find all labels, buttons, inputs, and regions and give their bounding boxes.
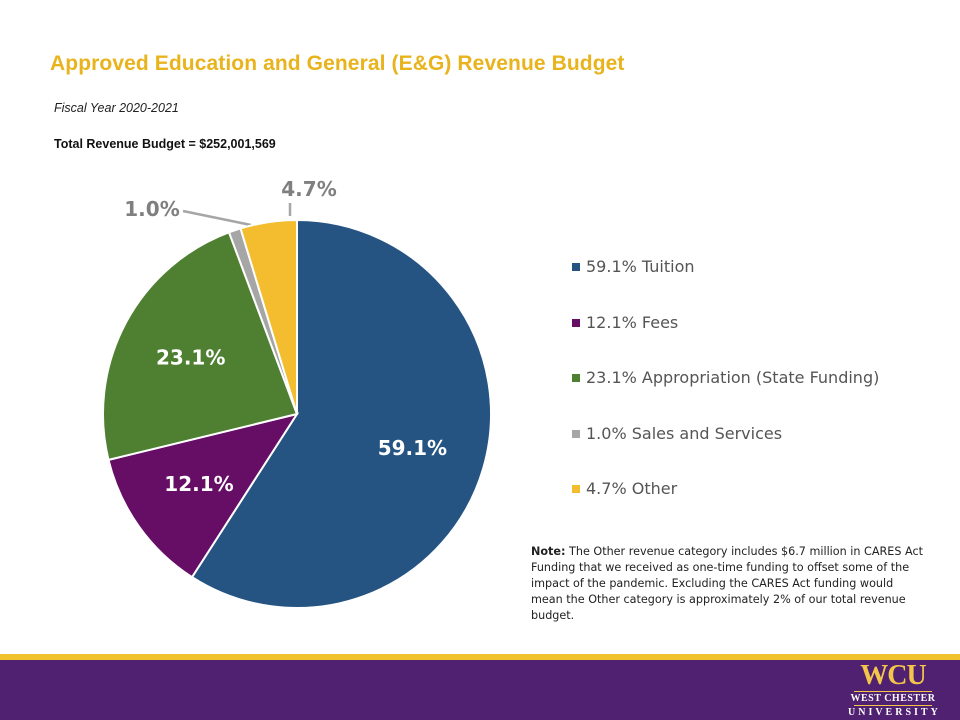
data-label-sales-services: 1.0% [124, 197, 179, 221]
leader-line-sales-services [182, 209, 252, 227]
pie-slice-other [239, 218, 298, 415]
legend-label-appropriation: 23.1% Appropriation (State Funding) [586, 368, 880, 387]
logo-rule-2 [854, 705, 932, 706]
legend-label-tuition: 59.1% Tuition [586, 257, 695, 276]
legend-swatch-sales-services [572, 429, 580, 438]
pie-slice-tuition [190, 218, 492, 609]
note-text: Note: The Other revenue category include… [531, 544, 926, 624]
legend-label-fees: 12.1% Fees [586, 312, 679, 332]
note-label: Note: [531, 545, 566, 558]
legend-swatch-fees [572, 318, 580, 327]
chart-legend: 59.1% Tuition 12.1% Fees 23.1% Appropriati… [572, 257, 879, 535]
data-label-tuition: 59.1% [378, 436, 447, 460]
legend-item-tuition: 59.1% Tuition [572, 257, 879, 313]
data-label-appropriation: 23.1% [156, 346, 225, 370]
legend-label-sales-services: 1.0% Sales and Services [586, 423, 783, 443]
slide-title: Approved Education and General (E&G) Rev… [50, 52, 625, 75]
legend-item-sales-services: 1.0% Sales and Services [572, 424, 879, 480]
total-revenue-label: Total Revenue Budget = $252,001,569 [54, 137, 276, 151]
fiscal-year-subtitle: Fiscal Year 2020-2021 [54, 101, 179, 115]
legend-label-other: 4.7% Other [586, 479, 678, 498]
footer-band [0, 660, 960, 720]
legend-item-other: 4.7% Other [572, 479, 879, 535]
wcu-logo: WCU WEST CHESTER UNIVERSITY [848, 660, 941, 719]
pie-slice-appropriation [102, 231, 299, 462]
legend-item-appropriation: 23.1% Appropriation (State Funding) [572, 368, 879, 424]
data-label-fees: 12.1% [164, 472, 233, 496]
logo-line-2: UNIVERSITY [848, 707, 941, 718]
legend-swatch-appropriation [572, 374, 580, 382]
legend-swatch-tuition [572, 263, 580, 271]
footer-accent-bar [0, 654, 960, 660]
logo-wordmark: WCU [860, 660, 926, 691]
logo-rule [854, 691, 932, 692]
pie-slice-fees [107, 412, 300, 579]
note-body: The Other revenue category includes $6.7… [531, 545, 923, 622]
logo-line-1: WEST CHESTER [850, 693, 936, 704]
legend-item-fees: 12.1% Fees [572, 313, 879, 369]
data-label-other: 4.7% [281, 177, 336, 201]
legend-swatch-other [572, 485, 580, 493]
